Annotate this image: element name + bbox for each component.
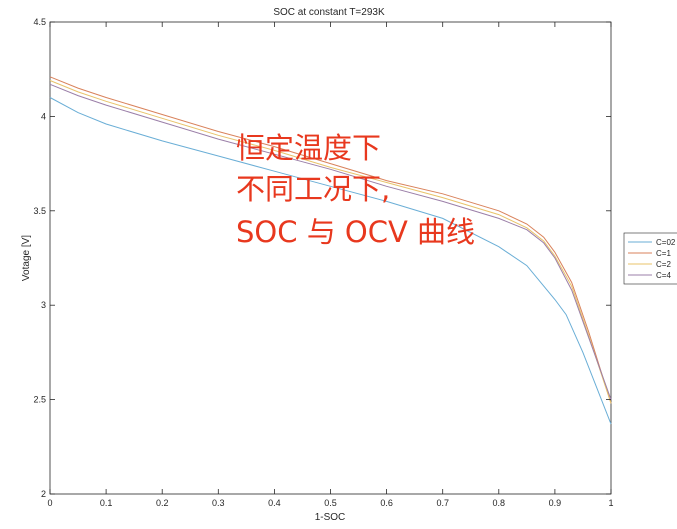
y-tick-label: 4.5 <box>33 17 46 27</box>
annotation-line-1: 恒定温度下 <box>236 131 381 165</box>
y-axis: 2 2.5 3 3.5 4 4.5 <box>33 17 611 499</box>
legend-label: C=4 <box>656 271 671 280</box>
x-tick-label: 1 <box>608 498 613 508</box>
annotation-line-2: 不同工况下, <box>236 172 390 206</box>
legend-label: C=02 <box>656 238 676 247</box>
series-layer <box>49 76 612 425</box>
annotation: 恒定温度下 不同工况下, SOC 与 OCV 曲线 <box>236 131 475 249</box>
series-line-4 <box>49 83 612 400</box>
x-tick-label: 0 <box>47 498 52 508</box>
series-line-1 <box>49 97 612 425</box>
x-tick-label: 0.1 <box>100 498 113 508</box>
x-tick-label: 0.6 <box>380 498 393 508</box>
x-tick-label: 0.7 <box>436 498 449 508</box>
y-tick-label: 2 <box>41 489 46 499</box>
x-tick-label: 0.8 <box>493 498 506 508</box>
x-tick-label: 0.9 <box>549 498 562 508</box>
x-axis: 0 0.1 0.2 0.3 0.4 0.5 0.6 0.7 0.8 0.9 1 <box>47 22 614 508</box>
x-tick-label: 0.5 <box>324 498 337 508</box>
legend-label: C=2 <box>656 260 671 269</box>
plot-area <box>49 21 612 495</box>
annotation-line-3: SOC 与 OCV 曲线 <box>236 215 475 249</box>
x-tick-label: 0.4 <box>268 498 281 508</box>
legend-label: C=1 <box>656 249 671 258</box>
y-axis-label: Votage [V] <box>21 235 32 281</box>
y-tick-label: 3.5 <box>33 206 46 216</box>
x-tick-label: 0.2 <box>156 498 169 508</box>
y-tick-label: 4 <box>41 111 46 121</box>
y-tick-label: 2.5 <box>33 395 46 405</box>
x-axis-label: 1-SOC <box>315 512 346 523</box>
legend: C=02 C=1 C=2 C=4 <box>623 232 677 285</box>
x-tick-label: 0.3 <box>212 498 225 508</box>
series-line-2 <box>49 76 612 404</box>
series-line-3 <box>49 80 612 404</box>
chart-title: SOC at constant T=293K <box>273 7 385 18</box>
y-tick-label: 3 <box>41 300 46 310</box>
